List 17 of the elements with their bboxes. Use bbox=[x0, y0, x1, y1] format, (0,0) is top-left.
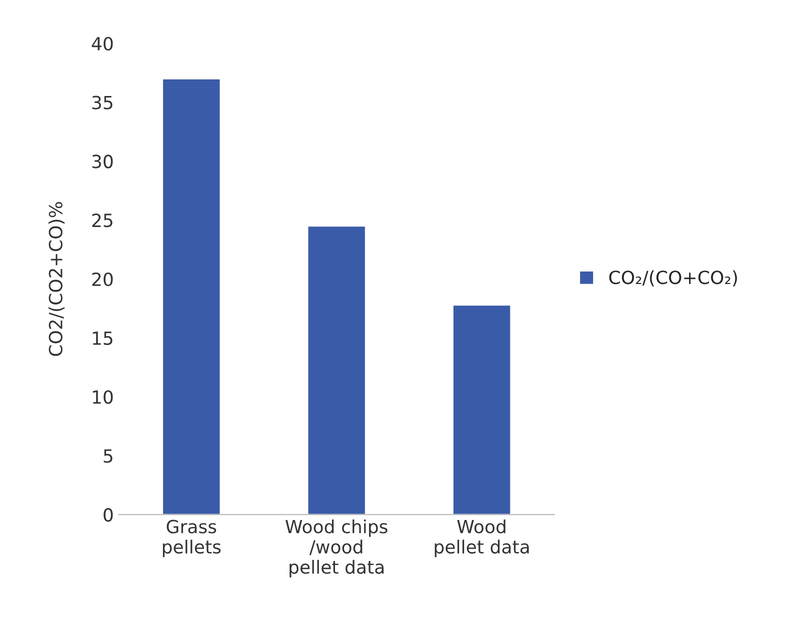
y-tick-label: 5 bbox=[104, 449, 112, 463]
y-tick-label: 25 bbox=[92, 214, 112, 228]
legend-label: CO₂/(CO+CO₂) bbox=[609, 270, 737, 286]
y-tick-label: 40 bbox=[92, 36, 113, 51]
bar bbox=[162, 78, 222, 515]
bar bbox=[452, 304, 512, 515]
y-tick-label: 30 bbox=[92, 154, 113, 168]
y-tick-label: 20 bbox=[92, 272, 113, 286]
y-tick-label: 0 bbox=[104, 508, 113, 522]
y-tick-label: 10 bbox=[92, 390, 113, 404]
x-tick-label: Grass pellets bbox=[162, 520, 221, 558]
y-tick-label: 15 bbox=[92, 332, 112, 346]
y-tick-label: 35 bbox=[92, 96, 112, 110]
bar bbox=[306, 225, 366, 515]
y-axis-title: CO2/(CO2+CO)% bbox=[48, 202, 65, 356]
x-tick-label: Wood chips /wood pellet data bbox=[286, 519, 388, 578]
x-tick-label: Wood pellet data bbox=[434, 519, 529, 558]
